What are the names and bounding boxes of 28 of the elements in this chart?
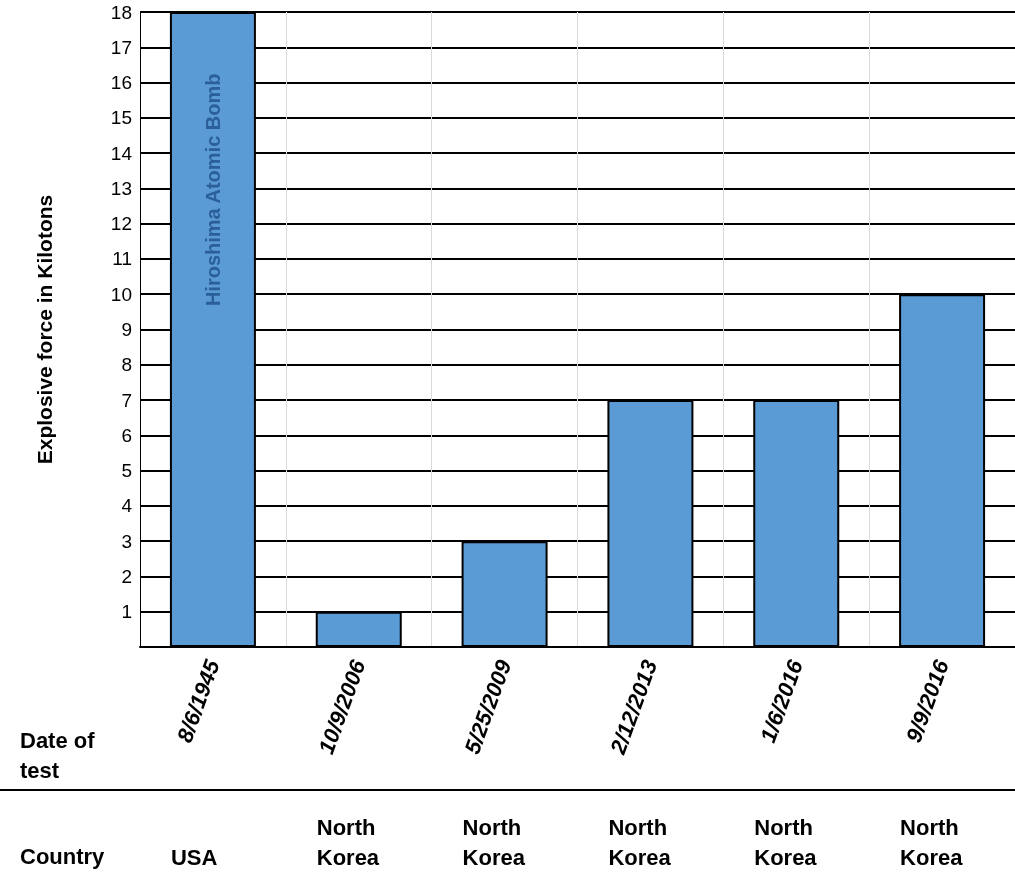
y-tick-label: 12 <box>110 213 132 235</box>
y-tick-label: 10 <box>110 283 132 305</box>
y-tick-label: 2 <box>121 565 132 587</box>
text: USA <box>170 844 218 870</box>
y-tick-label: 18 <box>110 1 132 23</box>
y-tick-label: 7 <box>121 389 132 411</box>
y-tick-label: 1 <box>121 601 132 623</box>
text: North Korea <box>900 814 965 870</box>
y-tick-label: 17 <box>110 36 132 58</box>
y-tick-label: 14 <box>110 142 133 164</box>
y-tick-label: 8 <box>121 354 132 376</box>
text: North Korea <box>754 814 820 870</box>
y-tick-label: 4 <box>121 495 133 517</box>
y-tick-label: 11 <box>112 248 132 270</box>
y-tick-label: 6 <box>121 424 132 446</box>
y-tick-label: 9 <box>121 319 132 340</box>
y-tick-label: 16 <box>110 72 132 94</box>
text: North Korea <box>316 814 382 870</box>
text: Country <box>20 843 106 869</box>
y-tick-label: 15 <box>110 107 132 129</box>
y-tick-label: 3 <box>121 530 132 552</box>
text: North Korea <box>462 814 528 870</box>
y-axis-title: Explosive force in Kilotons <box>33 194 56 465</box>
x-axis-title: Date of test <box>20 727 101 783</box>
y-tick-label: 5 <box>121 460 132 482</box>
y-tick-label: 13 <box>110 177 132 199</box>
annotation: Hiroshima Atomic Bomb <box>201 73 224 307</box>
text: North Korea <box>608 814 674 870</box>
